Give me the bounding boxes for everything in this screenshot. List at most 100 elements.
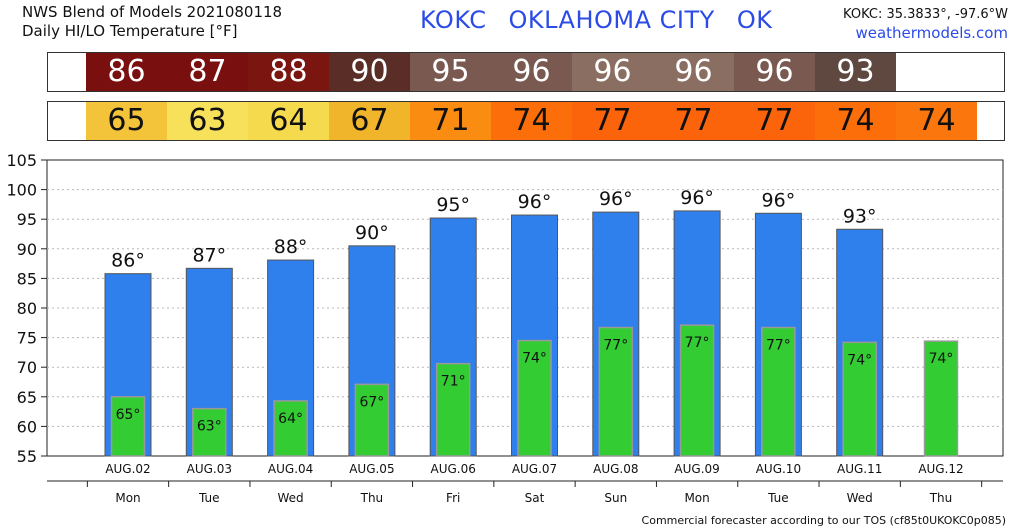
lo-cell-9: 74 (815, 102, 896, 140)
lo-label: 74° (522, 351, 547, 367)
hi-label: 90° (355, 222, 389, 244)
hi-cell-2: 88 (248, 53, 329, 91)
x-day-label: Sat (525, 491, 545, 505)
x-date-label: AUG.03 (187, 462, 232, 476)
x-date-label: AUG.06 (431, 462, 476, 476)
lo-cell-4: 71 (410, 102, 491, 140)
lo-bar (923, 340, 959, 457)
x-day-label: Wed (278, 491, 304, 505)
lo-cell-8: 77 (734, 102, 815, 140)
hi-cell-10 (896, 53, 977, 91)
hi-cell-1: 87 (167, 53, 248, 91)
y-tick-label: 55 (17, 447, 37, 466)
y-tick-label: 85 (17, 269, 37, 288)
hi-cell-0: 86 (86, 53, 167, 91)
lo-label: 74° (847, 352, 872, 368)
station-name: OKLAHOMA CITY (508, 6, 715, 34)
hi-label: 96° (518, 191, 552, 213)
y-tick-label: 75 (17, 329, 37, 348)
y-tick-label: 60 (17, 417, 37, 436)
x-day-label: Mon (684, 491, 709, 505)
hi-label: 96° (599, 188, 633, 210)
x-date-label: AUG.11 (837, 462, 882, 476)
hi-cell-3: 90 (329, 53, 410, 91)
lo-label: 63° (197, 419, 222, 435)
lo-cell-3: 67 (329, 102, 410, 140)
lo-bar (273, 400, 308, 457)
lo-label: 77° (603, 338, 628, 354)
x-day-label: Sun (604, 491, 627, 505)
lo-cell-2: 64 (248, 102, 329, 140)
y-tick-label: 95 (17, 210, 37, 229)
lo-cell-6: 77 (572, 102, 653, 140)
station-title: KOKC OKLAHOMA CITY OK (420, 6, 794, 34)
lo-cell-5: 74 (491, 102, 572, 140)
x-day-label: Tue (198, 491, 220, 505)
header-right: KOKC: 35.3833°, -97.6°W weathermodels.co… (843, 6, 1008, 42)
chart-subtitle: Daily HI/LO Temperature [°F] (22, 22, 238, 40)
y-tick-label: 70 (17, 358, 37, 377)
x-date-label: AUG.08 (593, 462, 638, 476)
lo-label: 74° (929, 351, 954, 367)
x-day-label: Mon (115, 491, 140, 505)
lo-bar (354, 383, 390, 457)
header-left: NWS Blend of Models 2021080118 Daily HI/… (22, 3, 282, 41)
lo-label: 77° (685, 335, 710, 351)
x-date-label: AUG.09 (674, 462, 719, 476)
lo-label: 64° (278, 411, 303, 427)
lo-label: 71° (441, 374, 466, 390)
lo-cell-1: 63 (167, 102, 248, 140)
y-tick-label: 100 (6, 181, 37, 200)
x-date-label: AUG.07 (512, 462, 557, 476)
hi-label: 96° (680, 187, 714, 209)
lo-bar (761, 326, 796, 457)
x-date-label: AUG.02 (105, 462, 150, 476)
model-title: NWS Blend of Models 2021080118 (22, 3, 283, 21)
hi-label: 86° (111, 250, 145, 272)
hi-cell-5: 96 (491, 53, 572, 91)
x-day-label: Wed (847, 491, 873, 505)
x-day-label: Fri (446, 491, 460, 505)
y-tick-label: 90 (17, 240, 37, 259)
site-link[interactable]: weathermodels.com (855, 24, 1008, 42)
x-date-label: AUG.04 (268, 462, 313, 476)
lo-bar (598, 326, 634, 457)
lo-label: 65° (116, 407, 141, 423)
x-day-label: Thu (360, 491, 384, 505)
x-date-label: AUG.10 (756, 462, 801, 476)
x-date-label: AUG.12 (918, 462, 963, 476)
y-tick-label: 65 (17, 388, 37, 407)
temperature-chart: 55 60 65 70 75 80 85 90 95 100 105 86° 65° AUG.02 Mon 8… (6, 151, 1004, 505)
hi-cell-4: 95 (410, 53, 491, 91)
hi-temp-strip: 86 87 88 90 95 96 96 96 96 93 (47, 52, 1005, 92)
hi-label: 87° (192, 244, 226, 266)
station-code: KOKC (420, 6, 487, 34)
x-day-label: Tue (767, 491, 789, 505)
hi-cell-8: 96 (734, 53, 815, 91)
x-day-label: Thu (929, 491, 953, 505)
station-coords: KOKC: 35.3833°, -97.6°W (843, 7, 1008, 22)
hi-cell-9: 93 (815, 53, 896, 91)
hi-label: 93° (843, 205, 877, 227)
lo-temp-strip: 65 63 64 67 71 74 77 77 77 74 74 (47, 101, 1005, 141)
lo-bar (842, 341, 877, 457)
hi-cell-6: 96 (572, 53, 653, 91)
lo-cell-7: 77 (653, 102, 734, 140)
lo-cell-0: 65 (86, 102, 167, 140)
lo-cell-10: 74 (896, 102, 977, 140)
lo-bar (110, 396, 146, 457)
y-tick-label: 105 (6, 151, 37, 170)
hi-label: 95° (436, 194, 470, 216)
footer-note: Commercial forecaster according to our T… (641, 514, 1006, 527)
lo-bar (517, 339, 552, 457)
y-tick-label: 80 (17, 299, 37, 318)
lo-bar (679, 324, 715, 457)
station-state: OK (736, 6, 773, 34)
hi-label: 96° (762, 189, 796, 211)
lo-label: 77° (766, 338, 791, 354)
lo-bar (435, 362, 471, 457)
lo-bar (192, 407, 227, 457)
hi-label: 88° (274, 236, 308, 258)
hi-cell-7: 96 (653, 53, 734, 91)
lo-label: 67° (359, 394, 384, 410)
